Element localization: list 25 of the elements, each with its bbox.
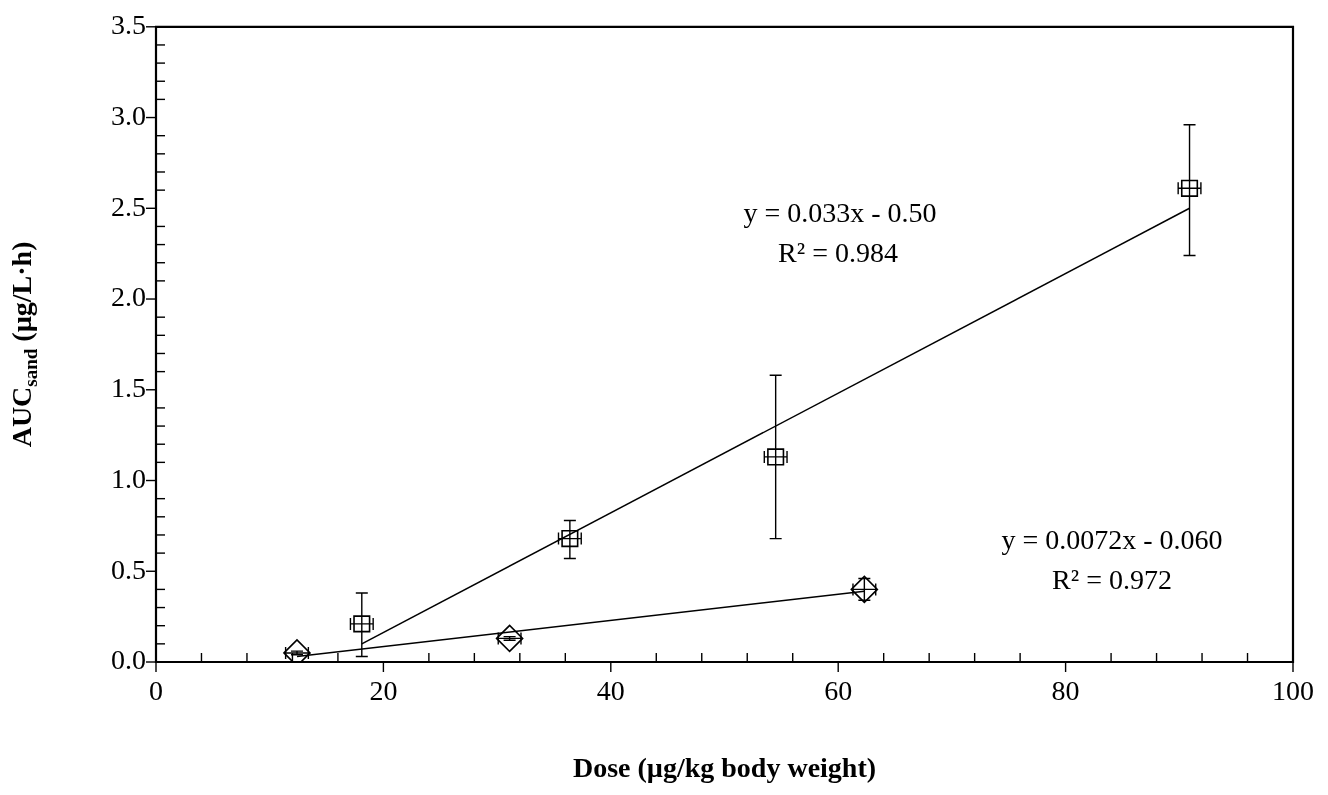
- y-tick-label: 0.5: [111, 553, 146, 585]
- annotation: R² = 0.972: [1052, 564, 1172, 596]
- y-axis-title: AUCsand (µg/L·h): [6, 241, 41, 448]
- annotation: R² = 0.984: [778, 237, 898, 269]
- y-tick-label: 2.0: [111, 281, 146, 313]
- y-tick-label: 3.5: [111, 9, 146, 41]
- y-tick-label: 0.0: [111, 644, 146, 676]
- annotation: y = 0.0072x - 0.060: [1001, 524, 1223, 556]
- y-tick-label: 2.5: [111, 190, 146, 222]
- point: [495, 624, 524, 653]
- y-tick-label: 1.5: [111, 372, 146, 404]
- x-axis-title: Dose (µg/kg body weight): [572, 752, 877, 784]
- x-tick-label: 80: [1051, 675, 1080, 707]
- point: [561, 530, 579, 548]
- x-tick-label: 20: [369, 675, 398, 707]
- point: [353, 615, 371, 633]
- x-tick-label: 40: [596, 675, 625, 707]
- x-tick-label: 0: [149, 675, 163, 707]
- y-tick-label: 1.0: [111, 462, 146, 494]
- y-tick-label: 3.0: [111, 99, 146, 131]
- x-tick-label: 100: [1272, 675, 1314, 707]
- x-tick-label: 60: [824, 675, 853, 707]
- point: [850, 575, 879, 604]
- point: [767, 448, 785, 466]
- annotation: y = 0.033x - 0.50: [743, 197, 937, 229]
